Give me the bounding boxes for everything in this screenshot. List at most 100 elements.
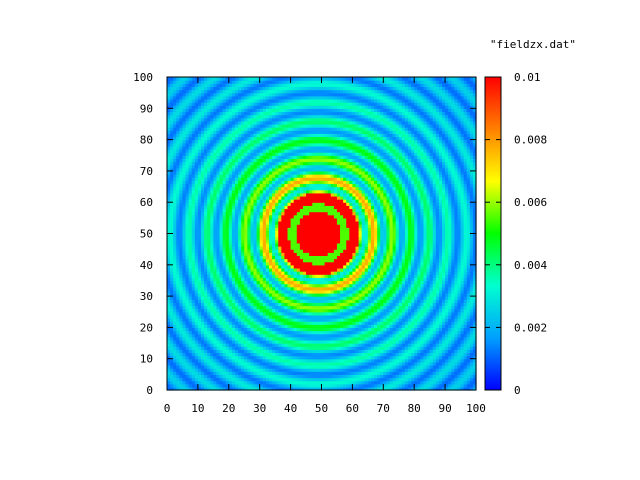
heatmap-cell	[194, 343, 199, 347]
heatmap-cell	[442, 330, 446, 335]
heatmap-cell	[463, 327, 468, 332]
heatmap-cell	[259, 286, 264, 291]
heatmap-cell	[210, 336, 214, 341]
heatmap-cell	[275, 355, 279, 360]
heatmap-cell	[321, 368, 326, 372]
heatmap-cell	[287, 346, 292, 350]
heatmap-cell	[167, 339, 171, 344]
heatmap-cell	[367, 318, 372, 322]
heatmap-cell	[296, 327, 301, 332]
heatmap-cell	[463, 361, 468, 366]
heatmap-cell	[442, 377, 446, 382]
heatmap-cell	[259, 330, 264, 335]
heatmap-cell	[395, 302, 400, 307]
heatmap-cell	[346, 271, 350, 275]
heatmap-cell	[392, 358, 397, 363]
heatmap-cell	[278, 321, 282, 325]
heatmap-cell	[404, 274, 409, 278]
heatmap-cell	[231, 346, 236, 350]
heatmap-cell	[318, 318, 323, 322]
heatmap-cell	[340, 327, 344, 332]
heatmap-cell	[401, 368, 406, 372]
heatmap-cell	[265, 311, 270, 316]
heatmap-cell	[364, 383, 369, 388]
heatmap-cell	[173, 283, 177, 288]
heatmap-cell	[318, 324, 323, 328]
heatmap-cell	[401, 361, 406, 366]
heatmap-cell	[435, 280, 440, 285]
heatmap-cell	[272, 364, 276, 369]
heatmap-cell	[188, 330, 193, 335]
heatmap-cell	[306, 364, 310, 369]
heatmap-cell	[404, 386, 409, 391]
heatmap-cell	[321, 352, 326, 357]
heatmap-cell	[167, 330, 171, 335]
heatmap-cell	[417, 280, 421, 285]
heatmap-cell	[256, 330, 261, 335]
heatmap-cell	[228, 371, 233, 375]
heatmap-cell	[364, 358, 369, 363]
heatmap-cell	[370, 299, 375, 303]
heatmap-cell	[340, 314, 344, 319]
heatmap-cell	[411, 289, 415, 294]
heatmap-cell	[287, 368, 292, 372]
heatmap-cell	[296, 289, 301, 294]
heatmap-cell	[404, 280, 409, 285]
heatmap-cell	[448, 277, 452, 282]
heatmap-cell	[398, 349, 403, 354]
heatmap-cell	[383, 361, 387, 366]
heatmap-cell	[404, 358, 409, 363]
heatmap-cell	[451, 339, 455, 344]
heatmap-cell	[358, 280, 363, 285]
heatmap-cell	[299, 377, 304, 382]
heatmap-cell	[167, 305, 171, 310]
heatmap-cell	[191, 283, 196, 288]
heatmap-cell	[327, 277, 332, 282]
heatmap-cell	[253, 339, 258, 344]
heatmap-cell	[197, 321, 202, 325]
heatmap-cell	[315, 343, 320, 347]
heatmap-cell	[216, 296, 221, 300]
heatmap-cell	[327, 292, 332, 297]
heatmap-cell	[216, 280, 221, 285]
heatmap-cell	[262, 386, 267, 391]
heatmap-cell	[204, 286, 208, 291]
heatmap-cell	[167, 386, 171, 391]
heatmap-cell	[287, 343, 292, 347]
heatmap-cell	[299, 361, 304, 366]
heatmap-cell	[275, 386, 279, 391]
heatmap-cell	[448, 324, 452, 328]
heatmap-cell	[420, 324, 425, 328]
heatmap-cell	[327, 352, 332, 357]
heatmap-cell	[290, 280, 295, 285]
heatmap-cell	[222, 333, 227, 338]
heatmap-cell	[290, 361, 295, 366]
heatmap-cell	[435, 377, 440, 382]
heatmap-cell	[216, 374, 221, 379]
heatmap-cell	[417, 343, 421, 347]
heatmap-cell	[429, 318, 434, 322]
heatmap-cell	[173, 371, 177, 375]
heatmap-cell	[358, 302, 363, 307]
heatmap-cell	[370, 358, 375, 363]
heatmap-cell	[256, 289, 261, 294]
heatmap-cell	[469, 318, 474, 322]
heatmap-cell	[445, 361, 449, 366]
heatmap-cell	[398, 361, 403, 366]
heatmap-cell	[194, 308, 199, 313]
heatmap-cell	[374, 371, 378, 375]
heatmap-cell	[448, 377, 452, 382]
heatmap-cell	[173, 343, 177, 347]
heatmap-cell	[268, 302, 273, 307]
heatmap-cell	[275, 289, 279, 294]
heatmap-cell	[268, 361, 273, 366]
heatmap-cell	[420, 386, 425, 391]
heatmap-cell	[275, 324, 279, 328]
heatmap-cell	[315, 358, 320, 363]
heatmap-cell	[210, 374, 214, 379]
heatmap-cell	[432, 318, 437, 322]
heatmap-cell	[451, 314, 455, 319]
heatmap-cell	[219, 289, 224, 294]
heatmap-cell	[355, 308, 360, 313]
heatmap-cell	[426, 314, 431, 319]
